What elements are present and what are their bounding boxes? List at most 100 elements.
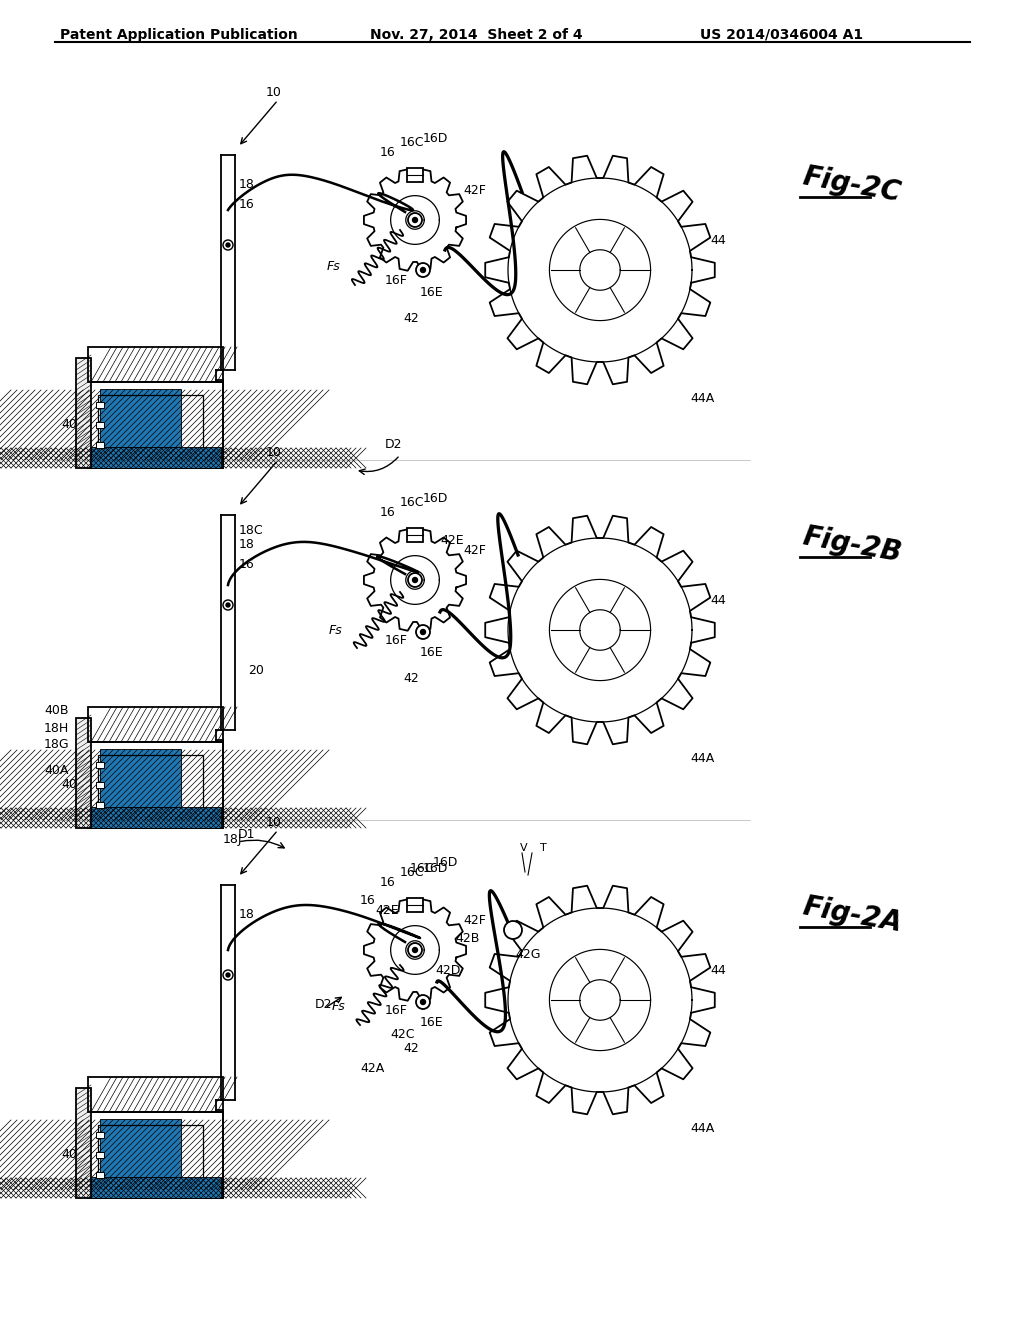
Text: 16D: 16D — [423, 862, 449, 874]
Text: 16E: 16E — [420, 1015, 443, 1028]
Circle shape — [413, 218, 418, 223]
Circle shape — [413, 578, 418, 582]
Circle shape — [416, 995, 430, 1008]
Bar — [91, 1177, 221, 1199]
Bar — [96, 803, 104, 808]
Bar — [91, 447, 221, 469]
Circle shape — [421, 999, 426, 1005]
Text: 42B: 42B — [455, 932, 479, 945]
Text: 42: 42 — [403, 1041, 419, 1055]
Text: Fs: Fs — [327, 260, 341, 273]
Bar — [101, 1119, 181, 1191]
Bar — [101, 1119, 181, 1191]
Bar — [98, 755, 203, 814]
Bar — [88, 708, 223, 742]
Bar — [88, 1111, 223, 1199]
Bar — [88, 347, 223, 381]
Text: 16E: 16E — [420, 285, 443, 298]
Circle shape — [421, 268, 426, 272]
Bar — [91, 447, 221, 469]
Circle shape — [408, 213, 422, 227]
Text: US 2014/0346004 A1: US 2014/0346004 A1 — [700, 28, 863, 42]
Circle shape — [408, 573, 422, 587]
Text: 18H: 18H — [44, 722, 70, 734]
Bar — [91, 808, 221, 828]
Text: 16: 16 — [360, 894, 376, 907]
Text: 16F: 16F — [385, 634, 408, 647]
Circle shape — [408, 942, 422, 957]
Text: 16: 16 — [380, 145, 395, 158]
Bar — [76, 358, 91, 469]
Circle shape — [413, 948, 418, 953]
Text: 16: 16 — [380, 506, 395, 519]
Text: Fs: Fs — [332, 1001, 346, 1014]
Text: 16C: 16C — [400, 136, 425, 149]
Text: Nov. 27, 2014  Sheet 2 of 4: Nov. 27, 2014 Sheet 2 of 4 — [370, 28, 583, 42]
Circle shape — [226, 243, 230, 247]
Text: 18G: 18G — [44, 738, 70, 751]
Bar — [96, 403, 104, 408]
Text: 18: 18 — [239, 908, 255, 921]
Bar — [96, 422, 104, 428]
Text: 44A: 44A — [690, 1122, 715, 1134]
Bar — [88, 1077, 223, 1111]
Text: 42C: 42C — [390, 1028, 415, 1041]
Bar — [88, 742, 223, 828]
Text: 10: 10 — [266, 86, 282, 99]
Bar — [101, 750, 181, 820]
Bar — [88, 1111, 223, 1199]
Text: 42E: 42E — [375, 903, 398, 916]
Text: D1: D1 — [238, 829, 256, 842]
Text: Patent Application Publication: Patent Application Publication — [60, 28, 298, 42]
Text: 18: 18 — [239, 539, 255, 552]
Text: 40: 40 — [61, 1148, 77, 1162]
Text: 16D: 16D — [423, 491, 449, 504]
Bar — [96, 762, 104, 768]
Circle shape — [421, 630, 426, 635]
Text: 42: 42 — [403, 672, 419, 685]
Text: 16: 16 — [239, 558, 255, 572]
Bar — [407, 898, 423, 912]
Circle shape — [223, 970, 233, 979]
Text: 44A: 44A — [690, 751, 715, 764]
Bar — [101, 389, 181, 459]
Bar — [98, 1125, 203, 1185]
Bar — [96, 1152, 104, 1158]
Circle shape — [416, 263, 430, 277]
Text: 10: 10 — [266, 816, 282, 829]
Text: 16F: 16F — [385, 273, 408, 286]
Text: 16: 16 — [239, 198, 255, 211]
Text: 44: 44 — [710, 594, 726, 606]
Bar — [96, 1133, 104, 1138]
Text: 42G: 42G — [515, 949, 541, 961]
Bar — [96, 442, 104, 447]
Text: 40A: 40A — [44, 763, 69, 776]
Text: 40: 40 — [61, 779, 77, 792]
Text: 40B: 40B — [44, 704, 69, 717]
Text: 16C: 16C — [400, 495, 425, 508]
Text: 44: 44 — [710, 964, 726, 977]
Text: D2: D2 — [315, 998, 333, 1011]
Circle shape — [226, 973, 230, 977]
Text: D2: D2 — [385, 438, 402, 451]
Text: 42E: 42E — [440, 533, 464, 546]
Text: Fig-2A: Fig-2A — [800, 892, 904, 937]
Text: 20: 20 — [248, 664, 264, 676]
Text: 16C: 16C — [400, 866, 425, 879]
Text: 44: 44 — [710, 234, 726, 247]
Bar — [101, 750, 181, 820]
Circle shape — [504, 921, 522, 939]
Text: 16F: 16F — [385, 1003, 408, 1016]
Text: 42: 42 — [403, 312, 419, 325]
Text: Fig-2C: Fig-2C — [800, 162, 903, 207]
Bar — [88, 381, 223, 469]
Bar — [76, 718, 91, 828]
Circle shape — [223, 240, 233, 249]
Bar — [96, 1172, 104, 1177]
Text: V: V — [520, 843, 527, 853]
Bar — [76, 1088, 91, 1199]
Bar — [101, 389, 181, 459]
Text: 16E: 16E — [420, 645, 443, 659]
Bar — [88, 742, 223, 828]
Bar — [98, 395, 203, 455]
